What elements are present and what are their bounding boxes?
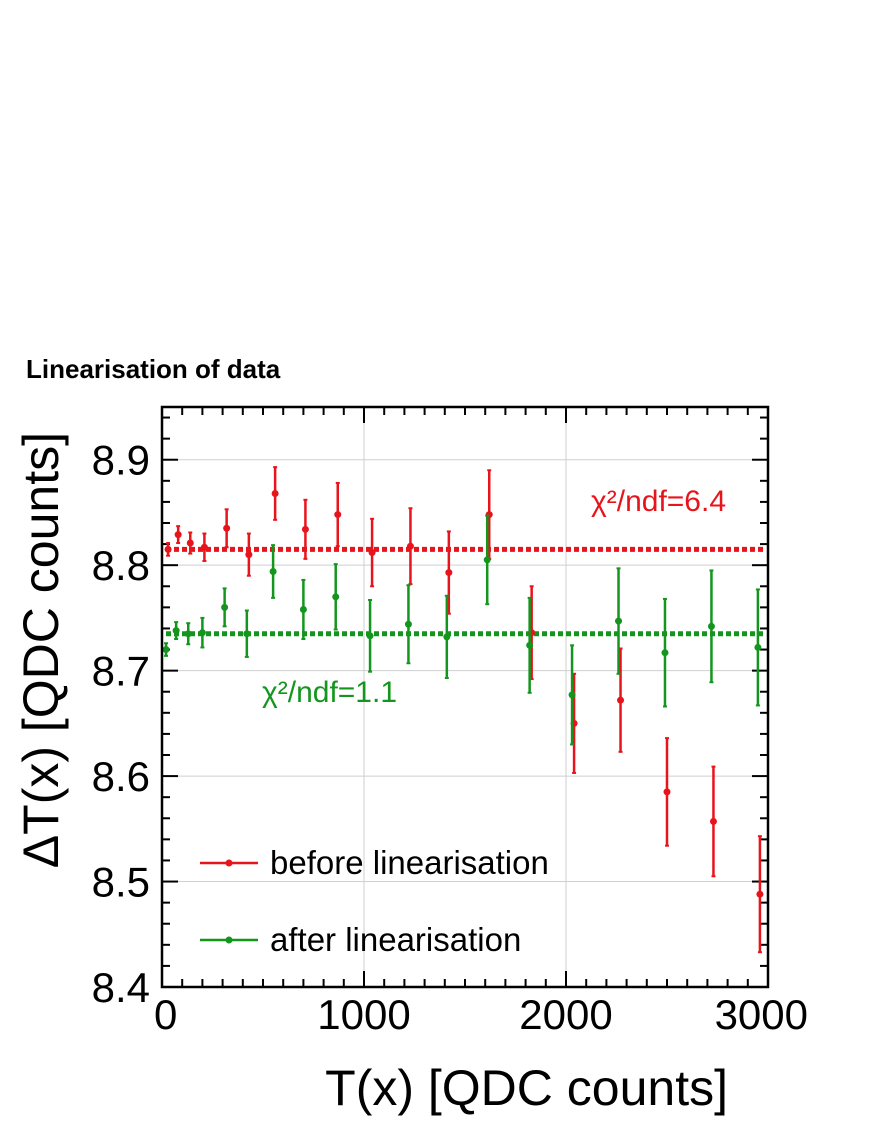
data-point <box>754 588 762 707</box>
data-point <box>223 508 231 549</box>
data-point <box>366 598 374 673</box>
marker <box>707 622 715 630</box>
marker <box>754 643 762 651</box>
data-point <box>483 514 491 606</box>
marker <box>184 630 192 638</box>
page-title: Linearisation of data <box>26 354 281 384</box>
data-point <box>172 621 180 640</box>
y-tick-label: 8.7 <box>92 648 150 695</box>
data-point <box>198 616 206 649</box>
y-axis-title: ΔT(x) [QDC counts] <box>13 432 69 868</box>
legend-label: before linearisation <box>270 844 549 881</box>
data-point <box>332 563 340 631</box>
data-point <box>406 507 414 586</box>
marker <box>221 603 229 611</box>
marker <box>617 696 625 704</box>
y-tick-label: 8.5 <box>92 859 150 906</box>
fit-chi2-label-before: χ²/ndf=6.4 <box>591 485 726 518</box>
marker <box>200 543 208 551</box>
x-tick-label: 0 <box>154 991 177 1038</box>
y-tick-label: 8.6 <box>92 753 150 800</box>
data-point <box>200 532 208 562</box>
x-tick-label: 3000 <box>715 991 808 1038</box>
data-point <box>174 525 182 545</box>
plot-frame <box>160 405 770 989</box>
data-point <box>707 569 715 684</box>
marker <box>615 617 623 625</box>
marker <box>709 817 717 825</box>
marker <box>174 531 182 539</box>
marker <box>172 627 180 635</box>
data-point <box>756 835 764 954</box>
data-point <box>663 737 671 847</box>
data-point <box>709 765 717 878</box>
marker <box>663 788 671 796</box>
legend-marker <box>225 936 233 944</box>
data-point <box>368 517 376 588</box>
marker <box>271 489 279 497</box>
marker <box>568 691 576 699</box>
marker <box>299 605 307 613</box>
x-axis-title: T(x) [QDC counts] <box>325 1060 728 1116</box>
data-point <box>164 542 172 557</box>
marker <box>164 545 172 553</box>
x-tick-label: 2000 <box>519 991 612 1038</box>
marker <box>186 539 194 547</box>
marker <box>301 525 309 533</box>
data-point <box>526 596 534 694</box>
marker <box>661 649 669 657</box>
data-point <box>269 544 277 599</box>
marker <box>198 629 206 637</box>
marker <box>483 556 491 564</box>
data-point <box>661 597 669 708</box>
marker <box>443 633 451 641</box>
marker <box>366 632 374 640</box>
data-point <box>162 642 170 657</box>
data-point <box>184 622 192 646</box>
marker <box>245 551 253 559</box>
y-tick-label: 8.9 <box>92 437 150 484</box>
marker <box>162 646 170 654</box>
data-point <box>301 498 309 560</box>
data-point <box>271 466 279 521</box>
data-point <box>615 567 623 675</box>
legend-marker <box>225 859 233 867</box>
marker <box>269 568 277 576</box>
marker <box>334 511 342 519</box>
x-tick-label: 1000 <box>317 991 410 1038</box>
marker <box>445 569 453 577</box>
marker <box>526 641 534 649</box>
data-point <box>186 531 194 555</box>
marker <box>756 890 764 898</box>
data-point <box>245 532 253 577</box>
data-point <box>568 644 576 746</box>
data-point <box>617 647 625 753</box>
data-point <box>334 481 342 548</box>
marker <box>368 549 376 557</box>
marker <box>332 593 340 601</box>
fit-chi2-label-after: χ²/ndf=1.1 <box>262 676 397 709</box>
data-point <box>404 584 412 665</box>
data-point <box>299 578 307 640</box>
y-tick-label: 8.4 <box>92 964 150 1011</box>
legend-label: after linearisation <box>270 921 521 958</box>
marker <box>404 620 412 628</box>
y-tick-label: 8.8 <box>92 542 150 589</box>
marker <box>243 630 251 638</box>
marker <box>406 542 414 550</box>
marker <box>223 524 231 532</box>
data-point <box>221 587 229 628</box>
data-point <box>243 609 251 658</box>
data-point <box>443 594 451 680</box>
